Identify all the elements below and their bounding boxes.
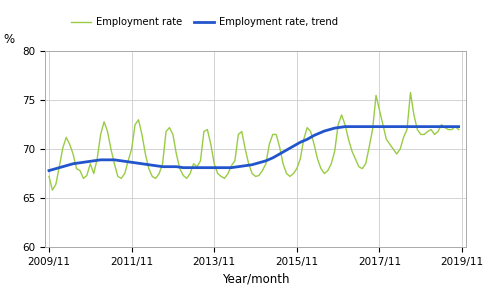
Employment rate bbox=[50, 188, 55, 192]
Employment rate bbox=[46, 175, 52, 178]
Employment rate bbox=[277, 145, 283, 149]
Employment rate, trend bbox=[132, 161, 138, 164]
Employment rate, trend bbox=[328, 127, 334, 131]
Y-axis label: %: % bbox=[3, 32, 15, 46]
Employment rate bbox=[136, 118, 141, 121]
Employment rate bbox=[456, 128, 462, 131]
Employment rate bbox=[449, 128, 455, 131]
Legend: Employment rate, Employment rate, trend: Employment rate, Employment rate, trend bbox=[67, 13, 342, 32]
Employment rate, trend bbox=[373, 125, 379, 128]
Line: Employment rate, trend: Employment rate, trend bbox=[49, 127, 459, 171]
Employment rate, trend bbox=[342, 125, 348, 128]
Employment rate bbox=[332, 149, 338, 153]
X-axis label: Year/month: Year/month bbox=[222, 272, 289, 285]
Employment rate, trend bbox=[456, 125, 462, 128]
Line: Employment rate: Employment rate bbox=[49, 93, 459, 190]
Employment rate bbox=[160, 162, 165, 166]
Employment rate, trend bbox=[273, 154, 279, 158]
Employment rate bbox=[373, 94, 379, 97]
Employment rate bbox=[408, 91, 413, 94]
Employment rate, trend bbox=[46, 169, 52, 172]
Employment rate, trend bbox=[445, 125, 451, 128]
Employment rate, trend bbox=[156, 164, 162, 168]
